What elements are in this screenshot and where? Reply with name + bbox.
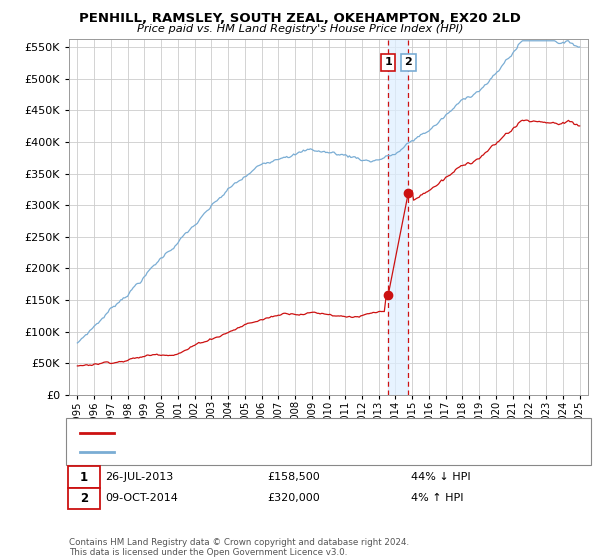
Text: Price paid vs. HM Land Registry's House Price Index (HPI): Price paid vs. HM Land Registry's House … xyxy=(137,24,463,34)
Text: 1: 1 xyxy=(80,470,88,484)
Text: 26-JUL-2013: 26-JUL-2013 xyxy=(106,472,174,482)
Text: PENHILL, RAMSLEY, SOUTH ZEAL, OKEHAMPTON, EX20 2LD: PENHILL, RAMSLEY, SOUTH ZEAL, OKEHAMPTON… xyxy=(79,12,521,25)
Text: HPI: Average price, detached house, West Devon: HPI: Average price, detached house, West… xyxy=(120,447,364,457)
Text: 1: 1 xyxy=(385,57,392,67)
Text: £158,500: £158,500 xyxy=(267,472,320,482)
Text: Contains HM Land Registry data © Crown copyright and database right 2024.
This d: Contains HM Land Registry data © Crown c… xyxy=(69,538,409,557)
Text: 2: 2 xyxy=(404,57,412,67)
Text: 2: 2 xyxy=(80,492,88,505)
Text: 44% ↓ HPI: 44% ↓ HPI xyxy=(411,472,470,482)
Text: PENHILL, RAMSLEY, SOUTH ZEAL, OKEHAMPTON, EX20 2LD (detached house): PENHILL, RAMSLEY, SOUTH ZEAL, OKEHAMPTON… xyxy=(120,428,506,437)
Text: 09-OCT-2014: 09-OCT-2014 xyxy=(106,493,178,503)
Text: 4% ↑ HPI: 4% ↑ HPI xyxy=(411,493,463,503)
Text: £320,000: £320,000 xyxy=(267,493,320,503)
Bar xyxy=(388,39,409,395)
